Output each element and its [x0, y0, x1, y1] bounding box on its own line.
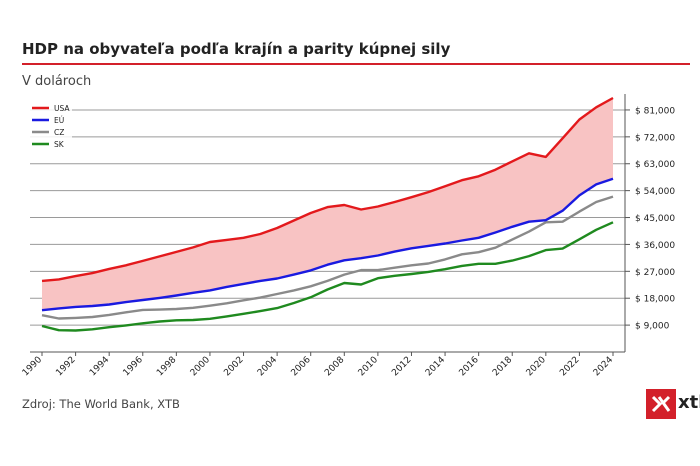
- y-tick-label: $ 72,000: [635, 133, 675, 143]
- y-tick-label: $ 45,000: [635, 214, 675, 224]
- x-tick-label: 2020: [525, 355, 548, 378]
- series-line-sk: [41, 221, 614, 332]
- legend-label-eú: EÚ: [54, 116, 64, 125]
- x-axis: 1990 1992 1994 1996 1998 2000 2002 2004 2006 2008…: [21, 351, 625, 378]
- y-tick-label: $ 54,000: [635, 187, 675, 197]
- logo-text: xtb: [678, 392, 700, 413]
- usa-eu-shaded-band: [42, 98, 613, 311]
- x-tick-label: 1992: [54, 355, 77, 378]
- title-underline: [22, 63, 690, 65]
- legend-box: [28, 101, 72, 151]
- x-tick-label: 2008: [323, 355, 346, 378]
- x-tick-label: 2014: [424, 355, 447, 378]
- x-mark-icon: [651, 395, 671, 413]
- x-tick-label: 2024: [592, 355, 615, 378]
- x-tick-label: 2006: [290, 355, 313, 378]
- y-tick-label: $ 81,000: [635, 106, 675, 116]
- x-tick-label: 2022: [558, 355, 581, 378]
- y-tick-label: $ 63,000: [635, 160, 675, 170]
- usa-eu-gap-area: [42, 98, 613, 311]
- x-tick-label: 2010: [357, 355, 380, 378]
- y-tick-label: $ 18,000: [635, 295, 675, 305]
- series-line-eú: [41, 177, 614, 312]
- series-line-cz: [41, 195, 614, 320]
- legend-label-usa: USA: [54, 104, 70, 113]
- x-tick-label: 1998: [155, 355, 178, 378]
- y-axis: $ 9,000 $ 18,000 $ 27,000 $ 36,000 $ 45,000 $…: [624, 94, 675, 352]
- x-tick-label: 1990: [21, 355, 44, 378]
- x-tick-label: 2000: [189, 355, 212, 378]
- x-tick-label: 1994: [88, 355, 111, 378]
- x-tick-label: 2012: [390, 355, 413, 378]
- y-tick-label: $ 27,000: [635, 268, 675, 278]
- x-tick-label: 2016: [458, 355, 481, 378]
- x-tick-label: 2018: [491, 355, 514, 378]
- legend-label-sk: SK: [54, 140, 65, 149]
- series-lines: [41, 96, 614, 332]
- y-tick-label: $ 36,000: [635, 241, 675, 251]
- chart-subtitle: V dolároch: [22, 74, 92, 89]
- legend: USA EÚ CZ SK: [28, 101, 72, 151]
- y-tick-label: $ 9,000: [635, 322, 670, 332]
- source-note: Zdroj: The World Bank, XTB: [22, 397, 180, 411]
- x-tick-label: 2004: [256, 355, 279, 378]
- xtb-logo[interactable]: [646, 389, 691, 419]
- x-tick-label: 2002: [222, 355, 245, 378]
- series-line-usa: [41, 96, 614, 283]
- x-tick-label: 1996: [122, 355, 145, 378]
- chart-title: HDP na obyvateľa podľa krajín a parity k…: [22, 40, 451, 58]
- legend-label-cz: CZ: [54, 128, 64, 137]
